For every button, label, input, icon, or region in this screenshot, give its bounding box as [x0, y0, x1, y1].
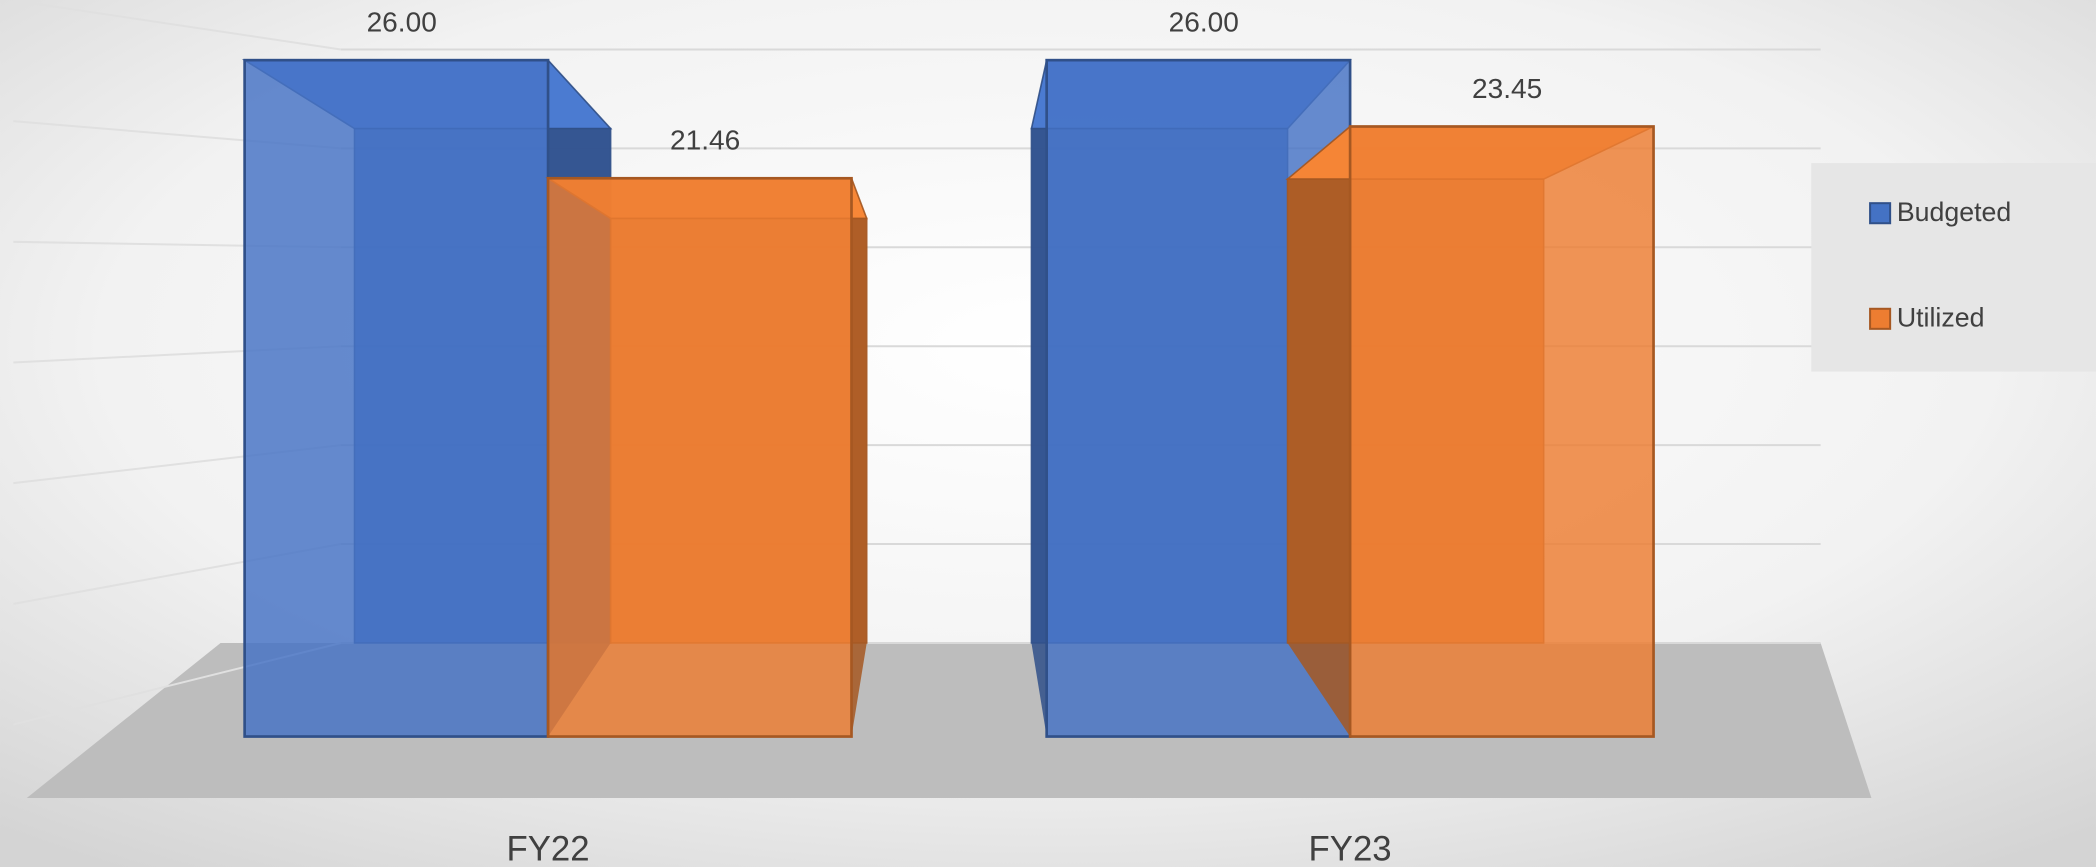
data-label: 23.45: [1472, 73, 1542, 104]
legend-swatch: [1869, 202, 1892, 225]
bar-side: [1031, 60, 1047, 737]
x-tick-label: FY23: [1309, 831, 1392, 867]
legend: Budgeted Utilized: [1869, 197, 2011, 333]
bar-side: [1287, 126, 1351, 737]
labels: FY22 26.00 21.46 FY23 26.00 23.45: [367, 6, 1543, 867]
legend-label: Budgeted: [1897, 197, 2011, 227]
bar: [1348, 125, 1655, 738]
bar: [546, 176, 853, 738]
data-label: 21.46: [670, 125, 740, 156]
bar: [243, 58, 550, 738]
data-label: 26.00: [367, 6, 437, 37]
grid-line: [13, 0, 342, 51]
legend-box: [1811, 163, 2096, 372]
bars: [241, 58, 1655, 738]
x-tick-label: FY22: [507, 831, 590, 867]
data-label: 26.00: [1169, 6, 1239, 37]
legend-label: Utilized: [1897, 303, 1985, 333]
bar-side: [851, 178, 867, 737]
legend-swatch: [1869, 307, 1892, 330]
